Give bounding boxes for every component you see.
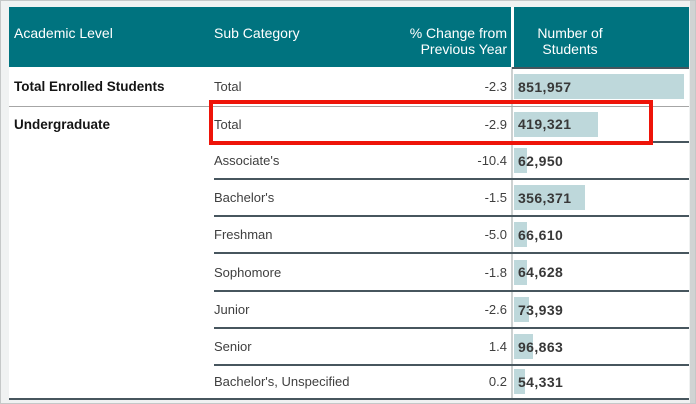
- pct-change-cell: -5.0: [484, 227, 507, 242]
- pct-change-cell: 0.2: [488, 374, 507, 389]
- table-row[interactable]: Freshman -5.0 66,610: [9, 216, 689, 254]
- row-separator: [214, 178, 689, 180]
- pct-change-cell: 1.4: [488, 339, 507, 354]
- student-count-value: 96,863: [518, 338, 564, 355]
- table-row[interactable]: Total Enrolled Students Total -2.3 851,9…: [9, 67, 689, 107]
- academic-level-cell: Undergraduate: [14, 116, 111, 132]
- bar-column-top-border: [512, 67, 689, 69]
- academic-level-cell: Total Enrolled Students: [14, 79, 165, 94]
- pct-change-header-line1: % Change from: [409, 25, 507, 41]
- row-separator: [214, 290, 689, 292]
- pct-change-cell: -2.3: [484, 79, 507, 94]
- sub-category-cell: Bachelor's, Unspecified: [214, 374, 350, 389]
- student-count-bar[interactable]: [514, 334, 533, 359]
- sub-category-cell: Freshman: [214, 227, 273, 242]
- student-count-value: 356,371: [518, 189, 572, 206]
- student-count-value: 62,950: [518, 152, 564, 169]
- header-column-divider: [511, 7, 514, 67]
- enrollment-table: Academic Level Sub Category % Change fro…: [9, 7, 689, 400]
- student-count-value: 73,939: [518, 301, 564, 318]
- student-count-value: 66,610: [518, 226, 564, 243]
- row-separator: [214, 364, 689, 366]
- row-separator: [9, 106, 689, 107]
- pct-change-cell: -1.5: [484, 190, 507, 205]
- students-header-line2: Students: [542, 41, 598, 57]
- row-separator: [214, 252, 689, 254]
- pct-change-header-line2: Previous Year: [420, 41, 507, 57]
- table-row[interactable]: Bachelor's, Unspecified 0.2 54,331: [9, 365, 689, 398]
- pct-change-cell: -2.6: [484, 302, 507, 317]
- pct-change-cell: -2.9: [484, 116, 507, 132]
- sub-category-cell: Total: [214, 79, 242, 94]
- student-count-bar[interactable]: [514, 112, 598, 137]
- student-count-value: 64,628: [518, 264, 564, 280]
- table-row[interactable]: Associate's -10.4 62,950: [9, 142, 689, 180]
- table-row[interactable]: Sophomore -1.8 64,628: [9, 253, 689, 292]
- student-count-bar[interactable]: [514, 260, 527, 285]
- student-count-value: 419,321: [518, 116, 572, 132]
- table-body: Total Enrolled Students Total -2.3 851,9…: [9, 67, 689, 400]
- student-count-bar[interactable]: [514, 222, 527, 247]
- sub-category-cell: Bachelor's: [214, 190, 275, 205]
- sub-category-cell: Sophomore: [214, 264, 282, 280]
- students-header-line1: Number of: [537, 25, 603, 41]
- student-count-value: 54,331: [518, 373, 564, 390]
- table-row[interactable]: Senior 1.4 96,863: [9, 328, 689, 366]
- student-count-bar[interactable]: [514, 74, 684, 99]
- column-header-sub-category[interactable]: Sub Category: [214, 25, 300, 41]
- student-count-value: 851,957: [518, 78, 572, 95]
- table-row[interactable]: Bachelor's -1.5 356,371: [9, 179, 689, 217]
- sub-category-cell: Total: [214, 116, 242, 132]
- student-count-bar[interactable]: [514, 148, 527, 173]
- table-row[interactable]: Junior -2.6 73,939: [9, 291, 689, 329]
- row-separator: [214, 215, 689, 217]
- table-header: Academic Level Sub Category % Change fro…: [9, 7, 689, 67]
- column-header-academic-level[interactable]: Academic Level: [14, 25, 113, 41]
- window-right-edge: [690, 1, 695, 403]
- student-count-bar[interactable]: [514, 297, 529, 322]
- row-separator: [214, 327, 689, 329]
- sub-category-cell: Junior: [214, 302, 250, 317]
- sub-category-cell: Associate's: [214, 153, 280, 168]
- pct-change-cell: -1.8: [484, 264, 507, 280]
- table-bottom-border: [9, 398, 689, 400]
- pct-change-cell: -10.4: [477, 153, 507, 168]
- column-divider-line: [511, 67, 513, 398]
- student-count-bar[interactable]: [514, 369, 525, 394]
- highlight-box: [209, 100, 653, 145]
- student-count-bar[interactable]: [514, 185, 585, 210]
- column-header-pct-change[interactable]: % Change from Previous Year: [339, 7, 507, 67]
- column-header-number-of-students[interactable]: Number of Students: [514, 7, 626, 67]
- sub-category-cell: Senior: [214, 339, 252, 354]
